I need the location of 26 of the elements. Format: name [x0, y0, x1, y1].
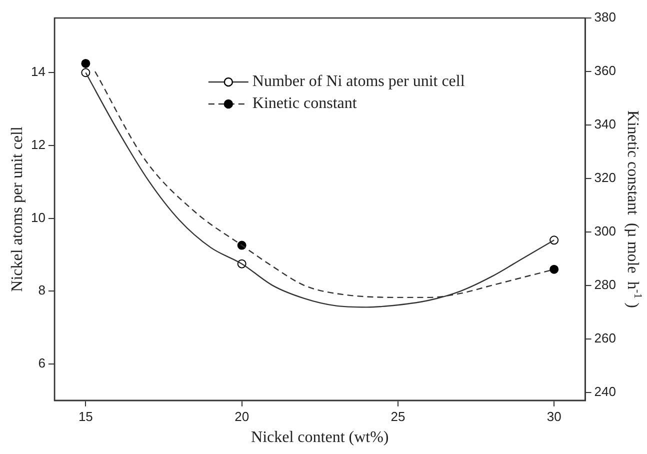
y2-tick-label: 380 [594, 10, 616, 25]
legend-label: Kinetic constant [252, 95, 358, 112]
x-tick-label: 20 [234, 408, 250, 424]
y-tick-label: 6 [38, 356, 46, 371]
y2-tick-label: 240 [594, 384, 616, 399]
point [81, 58, 90, 68]
y2-axis-title: Kinetic constant (µ mole h-1 ) [624, 110, 644, 308]
y2-tick-label: 280 [594, 276, 616, 292]
point [81, 68, 90, 78]
x-tick-label: 30 [546, 408, 562, 424]
point [550, 264, 559, 274]
y-axis-title: Nickel atoms per unit cell [9, 126, 26, 292]
y2-tick-label: 260 [594, 330, 616, 346]
y2-tick-label: 340 [594, 116, 616, 132]
y2-tick-label: 300 [594, 224, 616, 239]
y-tick-label: 12 [30, 137, 46, 152]
legend-label: Number of Ni atoms per unit cell [252, 73, 466, 90]
y-tick-label: 14 [30, 64, 46, 80]
y-tick-label: 8 [38, 282, 46, 298]
x-tick-label: 25 [390, 408, 406, 424]
x-axis-title: Nickel content (wt%) [251, 429, 389, 446]
x-tick-label: 15 [78, 408, 93, 424]
y-tick-label: 10 [30, 210, 46, 225]
y2-tick-label: 320 [594, 170, 616, 186]
point [550, 236, 559, 245]
y2-tick-label: 360 [594, 63, 616, 78]
